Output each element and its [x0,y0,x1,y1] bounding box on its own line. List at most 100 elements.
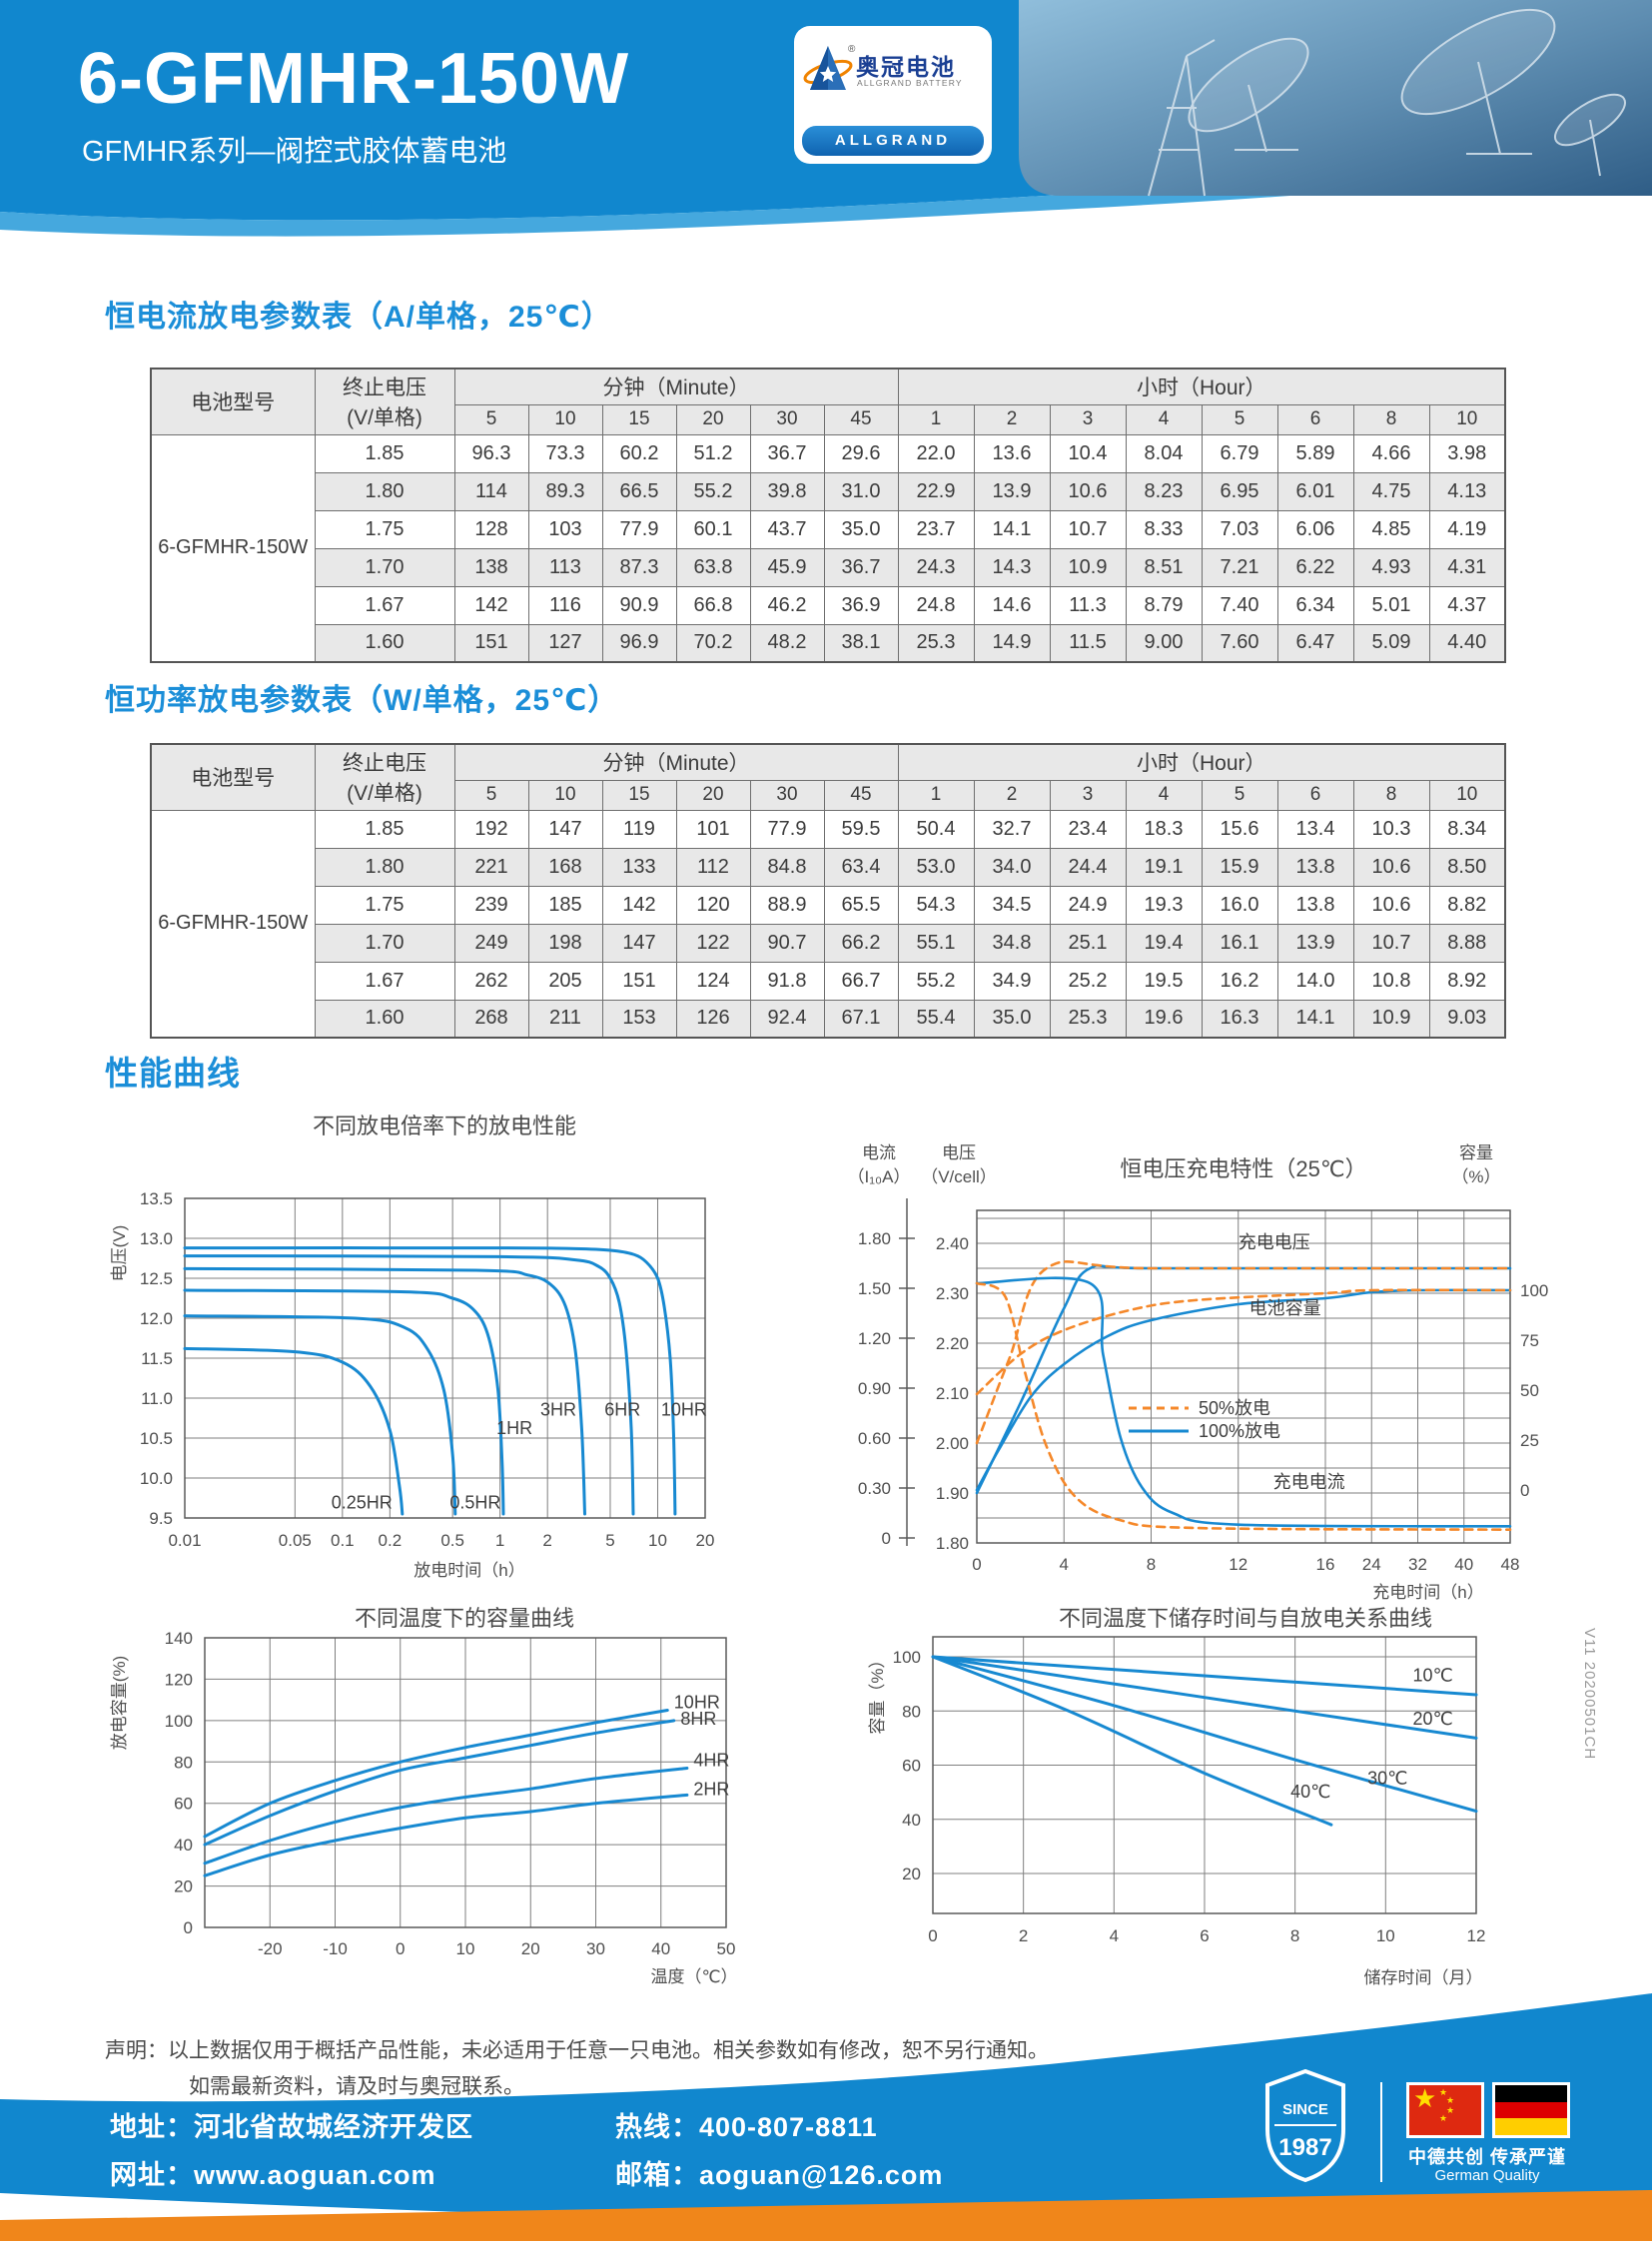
chart-capacity-vs-temperature: 不同温度下的容量曲线 0 20 40 60 80 100 120 140 -20 -10 0 10 20 3… [110,1606,738,1986]
col-header-time: 3 [1049,403,1127,435]
value-cell: 7.03 [1201,509,1278,549]
series-0.5HR [183,1314,457,1516]
y-tick-label: 11.5 [141,1349,173,1368]
value-cell: 5.09 [1352,623,1430,663]
curve-label: 充电电流 [1273,1472,1345,1492]
website-value[interactable]: www.aoguan.com [194,2160,436,2190]
end-voltage-cell: 1.67 [314,961,455,1001]
brand-banner: ALLGRAND [802,126,984,156]
value-cell: 91.8 [749,961,825,1001]
value-cell: 168 [527,847,603,887]
col-header-model: 电池型号 [150,368,316,435]
value-cell: 9.03 [1428,999,1506,1039]
value-cell: 16.0 [1201,885,1278,925]
value-cell: 15.9 [1201,847,1278,887]
curve-label: 充电电压 [1239,1232,1310,1252]
y-tick-label: 80 [902,1702,921,1721]
value-cell: 5.01 [1352,585,1430,625]
value-cell: 192 [453,809,529,849]
value-cell: 31.0 [823,471,899,511]
value-cell: 63.8 [675,547,751,587]
product-series-subtitle: GFMHR系列—阀控式胶体蓄电池 [82,136,507,168]
value-cell: 25.3 [1049,999,1127,1039]
y-tick-label: 11.0 [141,1389,173,1408]
footer-email: 邮箱：aoguan@126.com [615,2153,943,2192]
value-cell: 262 [453,961,529,1001]
website-label: 网址： [110,2160,194,2190]
x-tick-label: 0 [972,1555,981,1574]
value-cell: 36.7 [749,433,825,473]
y-tick-label: 60 [174,1795,193,1814]
value-cell: 46.2 [749,585,825,625]
end-voltage-cell: 1.85 [314,433,455,473]
value-cell: 59.5 [823,809,899,849]
email-value[interactable]: aoguan@126.com [699,2160,944,2190]
value-cell: 36.9 [823,585,899,625]
table-row: 1.67 262 205 151 124 91.8 66.7 55.2 34.9 25.2 19.5… [151,961,1506,1001]
performance-section-title: 性能曲线 [105,1055,241,1092]
value-cell: 4.37 [1428,585,1506,625]
value-cell: 8.33 [1125,509,1203,549]
legend-label: 100%放电 [1199,1421,1280,1441]
value-cell: 23.4 [1049,809,1127,849]
x-tick-label: 5 [605,1531,614,1550]
value-cell: 66.8 [675,585,751,625]
series-0.25HR [183,1346,405,1516]
table-row: 1.80 221 168 133 112 84.8 63.4 53.0 34.0 24.4 19.1… [151,847,1506,887]
series-voltage-50 [975,1260,1512,1445]
value-cell: 4.75 [1352,471,1430,511]
value-cell: 6.34 [1276,585,1354,625]
value-cell: 126 [675,999,751,1039]
value-cell: 16.1 [1201,923,1278,963]
value-cell: 268 [453,999,529,1039]
curve-label: 20℃ [1412,1709,1452,1729]
col-header-time: 6 [1276,779,1354,811]
value-cell: 112 [675,847,751,887]
value-cell: 133 [601,847,677,887]
curve-label: 0.5HR [449,1492,500,1512]
address-label: 地址： [110,2112,194,2142]
end-voltage-cell: 1.67 [314,585,455,625]
curve-label: 3HR [540,1400,576,1420]
value-cell: 63.4 [823,847,899,887]
value-cell: 13.8 [1276,885,1354,925]
series-3HR [183,1266,586,1516]
value-cell: 29.6 [823,433,899,473]
x-tick-label: 16 [1316,1555,1335,1574]
current-axis-title: 电流 [862,1143,896,1162]
value-cell: 6.47 [1276,623,1354,663]
value-cell: 53.0 [897,847,975,887]
brand-name-en: ALLGRAND BATTERY [857,78,963,88]
y-axis-label: 容量（%） [868,1651,887,1734]
col-header-time: 2 [973,403,1051,435]
series-8HR [203,1719,676,1847]
table1-title: 恒电流放电参数表（A/单格，25℃） [105,301,612,334]
col-header-time: 30 [749,779,825,811]
value-cell: 4.13 [1428,471,1506,511]
series-10HR [183,1246,677,1516]
value-cell: 38.1 [823,623,899,663]
value-cell: 10.6 [1352,885,1430,925]
satellite-dish-icon [1148,8,1626,197]
value-cell: 8.51 [1125,547,1203,587]
x-tick-label: 50 [717,1939,736,1958]
value-cell: 119 [601,809,677,849]
value-cell: 6.79 [1201,433,1278,473]
constant-power-table: 电池型号 终止电压 (V/单格) 分钟（Minute） 小时（Hour） 5 10 15 20 3… [150,743,1507,1039]
curve-label: 10HR [674,1692,720,1712]
voltage-axis-title: 电压 [942,1143,976,1162]
col-header-time: 20 [675,779,751,811]
value-cell: 221 [453,847,529,887]
table-row: 1.60 151 127 96.9 70.2 48.2 38.1 25.3 14.9 11.5 9.… [151,623,1506,663]
series-30℃ [931,1655,1478,1814]
curve-label: 10℃ [1412,1665,1452,1685]
voltage-tick-label: 2.30 [936,1284,969,1303]
col-header-time: 5 [453,779,529,811]
series-10℃ [931,1655,1478,1697]
end-voltage-cell: 1.60 [314,999,455,1039]
x-tick-label: 4 [1060,1555,1069,1574]
value-cell: 6.95 [1201,471,1278,511]
series-current-50 [975,1281,1512,1531]
col-group-minute: 分钟（Minute） [453,368,899,405]
plot-border [184,1197,706,1519]
